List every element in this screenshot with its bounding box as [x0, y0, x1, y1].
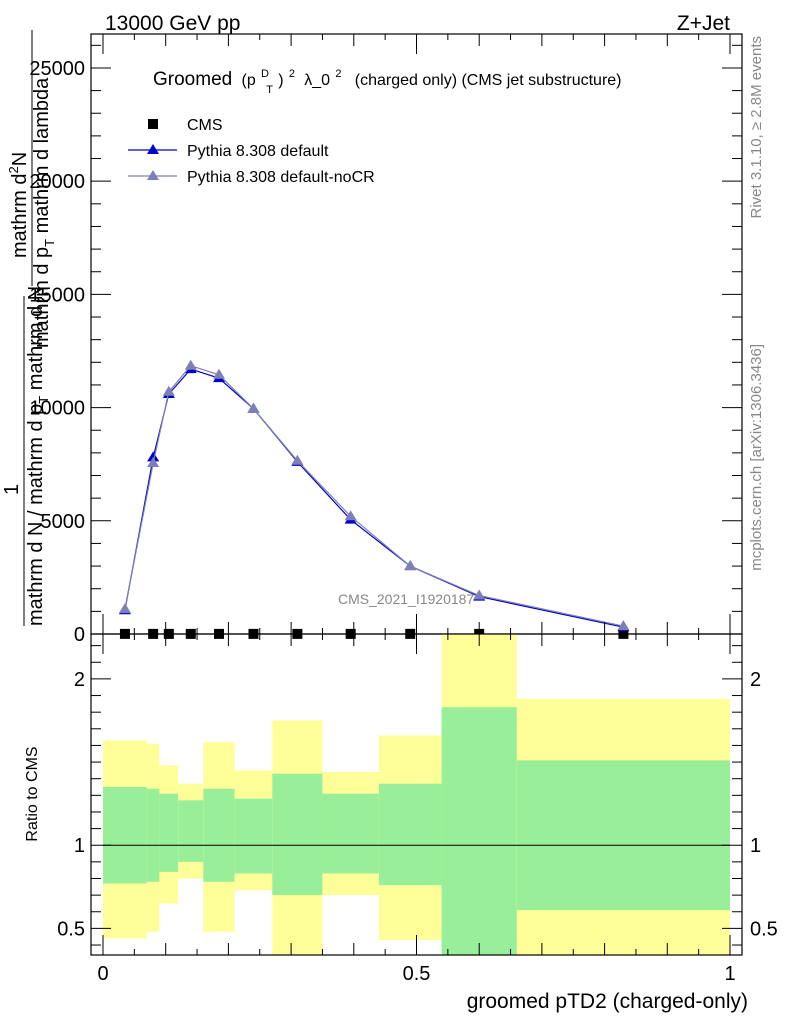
inner-uncertainty-band: [159, 793, 179, 872]
ylabel-top-den: mathrm d pT mathrm d lambda: [31, 77, 57, 348]
series-point-nocr: [212, 368, 225, 379]
inner-uncertainty-band: [322, 793, 379, 874]
inner-uncertainty-band: [378, 783, 442, 886]
header-process: Z+Jet: [677, 12, 730, 35]
inner-uncertainty-band: [234, 798, 273, 874]
title-suffix: (charged only) (CMS jet substructure): [355, 72, 622, 89]
mcplots-label: mcplots.cern.ch [arXiv:1306.3436]: [748, 344, 765, 571]
plot-title: Groomed (p D T ) 2 λ_0 2 (charged only) …: [153, 61, 622, 98]
series-point-nocr: [404, 560, 417, 571]
ratio-axis-ticks: 0.5 0.5 1 1 2 2 0 0.5 1: [57, 634, 778, 985]
legend-marker-default: [147, 144, 159, 154]
legend-label-nocr: Pythia 8.308 default-noCR: [187, 169, 375, 186]
title-prefix: Groomed: [153, 69, 232, 90]
analysis-label: CMS_2021_I1920187: [338, 591, 474, 607]
series-point-nocr: [344, 510, 357, 521]
ratio-y-tick-label: 0.5: [57, 918, 85, 940]
x-tick-label: 0.5: [403, 963, 431, 985]
x-tick-label: 1: [724, 963, 735, 985]
ratio-uncertainty-bands: [103, 634, 730, 955]
x-tick-label: 0: [97, 963, 108, 985]
title-close: ): [278, 72, 283, 89]
title-lambda: λ_0: [304, 72, 330, 89]
series-line-default: [124, 368, 624, 628]
y-tick-label: 5000: [41, 511, 86, 533]
inner-uncertainty-band: [516, 760, 730, 911]
y-tick-label: 0: [74, 624, 85, 646]
title-sub-t: T: [266, 84, 273, 96]
ratio-y-tick-label-right: 0.5: [750, 918, 778, 940]
main-plot-panel: 0 5000 10000 15000 20000 25000 Groomed (p D T…: [29, 33, 743, 646]
ratio-y-tick-label-right: 1: [750, 835, 761, 857]
series-point-nocr: [247, 402, 260, 413]
series-point-nocr: [147, 457, 160, 468]
y-tick-label: 15000: [29, 284, 85, 306]
legend-marker-cms: [148, 119, 158, 129]
legend-label-cms: CMS: [187, 117, 223, 134]
ratio-y-axis-label: Ratio to CMS: [24, 746, 41, 841]
ylabel-bottom-den: mathrm d N / mathrm d pT mathrm d N: [25, 286, 51, 626]
legend-marker-nocr: [147, 170, 159, 180]
ylabel-top: mathrm d2N: [6, 152, 31, 258]
inner-uncertainty-band: [272, 773, 323, 896]
ratio-y-tick-label: 1: [74, 835, 85, 857]
legend-label-default: Pythia 8.308 default: [187, 143, 329, 160]
inner-uncertainty-band: [178, 800, 204, 862]
rivet-version-label: Rivet 3.1.10, ≥ 2.8M events: [748, 36, 765, 219]
ratio-y-tick-label-right: 2: [750, 669, 761, 691]
header-energy: 13000 GeV pp: [105, 12, 240, 35]
ylabel-one: 1: [1, 484, 23, 495]
y-tick-label: 20000: [29, 171, 85, 193]
ratio-plot-panel: 0.5 0.5 1 1 2 2 0 0.5 1: [57, 633, 778, 985]
series-point-default: [147, 451, 160, 462]
series-point-nocr: [617, 620, 630, 631]
inner-uncertainty-band: [103, 787, 147, 884]
inner-uncertainty-band: [441, 707, 517, 955]
legend: CMS Pythia 8.308 default Pythia 8.308 de…: [128, 117, 375, 186]
series-point-nocr: [291, 454, 304, 465]
inner-uncertainty-band: [146, 788, 160, 882]
x-axis-label: groomed pTD2 (charged-only): [467, 990, 748, 1013]
series-point-nocr: [162, 385, 175, 396]
y-tick-label: 10000: [29, 398, 85, 420]
ratio-y-tick-label: 2: [74, 669, 85, 691]
series-point-nocr: [473, 589, 486, 600]
title-pow: 2: [289, 68, 295, 80]
series-point-nocr: [184, 359, 197, 370]
inner-uncertainty-band: [203, 788, 235, 882]
main-y-axis-label: mathrm d2N mathrm d pT mathrm d lambda 1…: [1, 30, 57, 626]
y-tick-label: 25000: [29, 58, 85, 80]
title-math: (p: [241, 72, 255, 89]
main-axis-ticks: 0 5000 10000 15000 20000 25000: [29, 34, 742, 646]
main-plot-marks: [118, 359, 630, 639]
title-sup-d: D: [261, 68, 269, 80]
title-lambda-pow: 2: [335, 68, 341, 80]
series-point-nocr: [118, 603, 131, 614]
series-line-nocr: [124, 365, 624, 627]
